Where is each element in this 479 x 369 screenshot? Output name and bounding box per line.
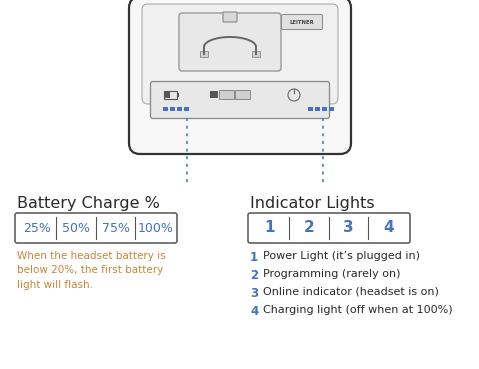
Text: LEITNER: LEITNER xyxy=(290,20,314,24)
Text: 3: 3 xyxy=(343,221,354,235)
FancyBboxPatch shape xyxy=(219,90,235,100)
Text: 1: 1 xyxy=(264,221,275,235)
Bar xyxy=(210,91,218,98)
Text: 100%: 100% xyxy=(137,221,173,235)
Bar xyxy=(164,91,177,99)
Text: 50%: 50% xyxy=(62,221,90,235)
Text: Battery Charge %: Battery Charge % xyxy=(17,196,160,211)
Bar xyxy=(177,107,182,111)
Text: Programming (rarely on): Programming (rarely on) xyxy=(263,269,400,279)
Bar xyxy=(322,107,327,111)
Bar xyxy=(177,93,179,97)
Bar xyxy=(165,92,170,98)
FancyBboxPatch shape xyxy=(223,12,237,22)
Text: 4: 4 xyxy=(250,305,258,318)
FancyBboxPatch shape xyxy=(236,90,251,100)
Text: Charging light (off when at 100%): Charging light (off when at 100%) xyxy=(263,305,453,315)
Bar xyxy=(329,107,334,111)
Text: When the headset battery is
below 20%, the first battery
light will flash.: When the headset battery is below 20%, t… xyxy=(17,251,166,290)
Text: Indicator Lights: Indicator Lights xyxy=(250,196,375,211)
Bar xyxy=(184,107,189,111)
FancyBboxPatch shape xyxy=(129,0,351,154)
Bar xyxy=(308,107,313,111)
Bar xyxy=(252,51,260,57)
Text: Online indicator (headset is on): Online indicator (headset is on) xyxy=(263,287,439,297)
FancyBboxPatch shape xyxy=(282,14,322,30)
Text: 3: 3 xyxy=(250,287,258,300)
Text: 1: 1 xyxy=(250,251,258,264)
Bar xyxy=(315,107,320,111)
Bar xyxy=(200,51,208,57)
Text: 2: 2 xyxy=(304,221,315,235)
FancyBboxPatch shape xyxy=(15,213,177,243)
Text: Power Light (it’s plugged in): Power Light (it’s plugged in) xyxy=(263,251,420,261)
FancyBboxPatch shape xyxy=(142,4,338,104)
FancyBboxPatch shape xyxy=(248,213,410,243)
Text: 75%: 75% xyxy=(102,221,130,235)
Text: 2: 2 xyxy=(250,269,258,282)
Text: 25%: 25% xyxy=(23,221,51,235)
FancyBboxPatch shape xyxy=(179,13,281,71)
FancyBboxPatch shape xyxy=(150,82,330,118)
Bar xyxy=(170,107,175,111)
Text: 4: 4 xyxy=(383,221,394,235)
Bar xyxy=(163,107,168,111)
